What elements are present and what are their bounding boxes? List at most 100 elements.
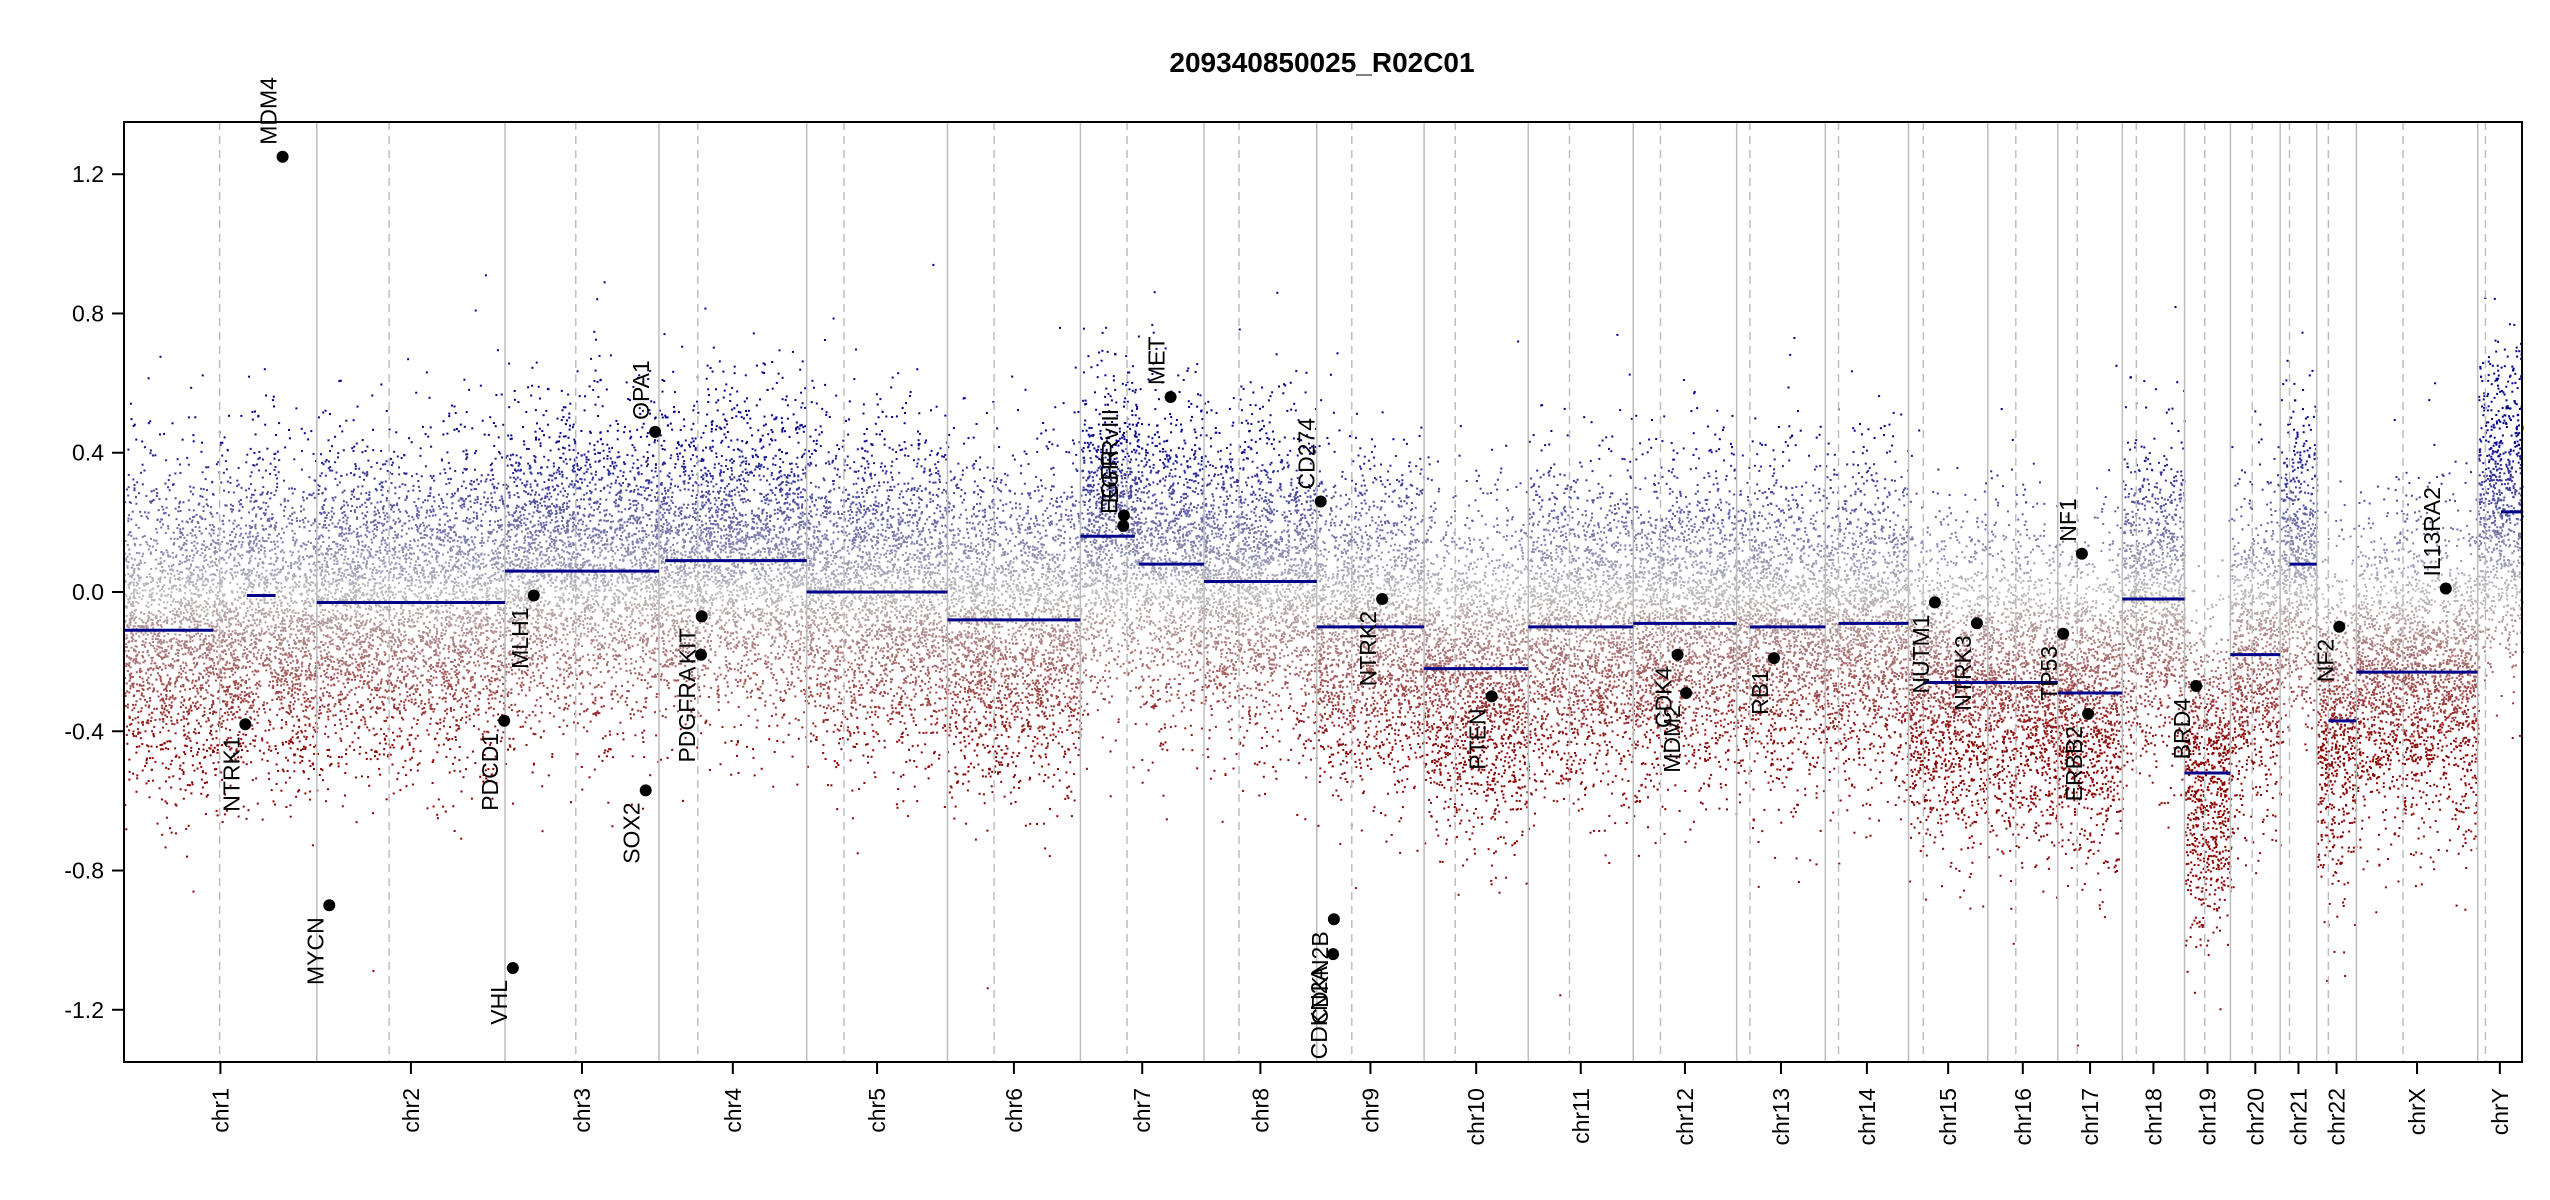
probe-dot [125,665,127,667]
probe-dot [238,643,240,645]
probe-dot [311,590,313,592]
probe-dot [149,697,151,699]
probe-dot [169,696,171,698]
probe-dot [126,656,128,658]
probe-dot [208,625,210,627]
probe-dot [393,617,395,619]
probe-dot [182,439,184,441]
probe-dot [149,687,151,689]
probe-dot [164,742,166,744]
probe-dot [153,668,155,670]
probe-dot [138,592,140,594]
probe-dot [156,543,158,545]
probe-dot [248,678,250,680]
probe-dot [278,626,280,628]
probe-dot [249,582,251,584]
probe-dot [194,534,196,536]
probe-dot [302,621,304,623]
probe-dot [233,492,235,494]
probe-dot [277,604,279,606]
probe-dot [156,746,158,748]
probe-dot [181,648,183,650]
probe-dot [138,731,140,733]
probe-dot [191,549,193,551]
probe-dot [221,723,223,725]
probe-dot [266,742,268,744]
probe-dot [213,529,215,531]
probe-dot [164,635,166,637]
probe-dot [295,583,297,585]
probe-dot [140,737,142,739]
probe-dot [209,586,211,588]
probe-dot [132,638,134,640]
probe-dot [280,639,282,641]
probe-dot [266,702,268,704]
probe-dot [170,763,172,765]
probe-dot [179,528,181,530]
probe-dot [492,483,494,485]
probe-dot [276,574,278,576]
probe-dot [308,778,310,780]
probe-dot [170,787,172,789]
probe-dot [129,531,131,533]
probe-dot [141,655,143,657]
probe-dot [265,616,267,618]
probe-dot [234,548,236,550]
probe-dot [161,798,163,800]
probe-dot [126,637,128,639]
probe-dot [329,413,331,415]
probe-dot [356,536,358,538]
probe-dot [129,582,131,584]
probe-dot [180,645,182,647]
probe-dot [172,484,174,486]
probe-dot [184,641,186,643]
probe-dot [319,475,321,477]
probe-dot [202,471,204,473]
probe-dot [467,648,469,650]
probe-dot [299,755,301,757]
probe-dot [286,526,288,528]
probe-dot [241,517,243,519]
probe-dot [235,575,237,577]
probe-dot [150,663,152,665]
probe-dot [128,514,130,516]
probe-dot [250,599,252,601]
probe-dot [136,564,138,566]
probe-dot [174,538,176,540]
probe-dot [309,760,311,762]
probe-dot [261,738,263,740]
probe-dot [134,484,136,486]
probe-dot [142,595,144,597]
probe-dot [196,586,198,588]
probe-dot [134,543,136,545]
probe-dot [298,581,300,583]
probe-dot [226,612,228,614]
probe-dot [223,536,225,538]
probe-dot [288,488,290,490]
probe-dot [135,503,137,505]
probe-dot [187,575,189,577]
probe-dot [310,678,312,680]
probe-dot [160,518,162,520]
probe-dot [281,670,283,672]
probe-dot [252,419,254,421]
probe-dot [257,602,259,604]
probe-dot [179,464,181,466]
probe-dot [183,544,185,546]
probe-dot [267,520,269,522]
probe-dot [194,666,196,668]
probe-dot [214,601,216,603]
probe-dot [284,586,286,588]
probe-dot [491,506,493,508]
probe-dot [170,604,172,606]
probe-dot [255,575,257,577]
probe-dot [300,730,302,732]
probe-dot [134,487,136,489]
probe-dot [255,777,257,779]
probe-dot [290,816,292,818]
probe-dot [303,499,305,501]
probe-dot [165,686,167,688]
probe-dot [205,721,207,723]
probe-dot [309,663,311,665]
probe-dot [292,703,294,705]
